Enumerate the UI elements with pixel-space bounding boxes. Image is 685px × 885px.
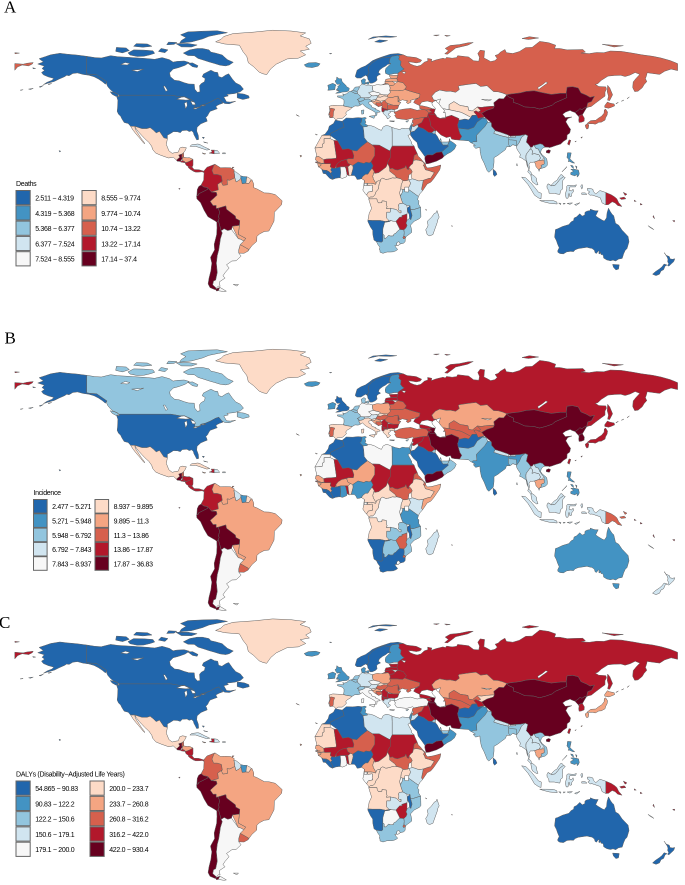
svg-text:17.87 − 36.83: 17.87 − 36.83 [114,561,154,568]
svg-text:17.14 − 37.4: 17.14 − 37.4 [101,257,137,264]
svg-text:5.948 − 6.792: 5.948 − 6.792 [52,533,92,540]
svg-text:7.524 − 8.555: 7.524 − 8.555 [35,257,75,264]
svg-text:2.477 − 5.271: 2.477 − 5.271 [52,504,92,511]
svg-text:200.0 − 233.7: 200.0 − 233.7 [109,786,149,793]
svg-text:316.2 − 422.0: 316.2 − 422.0 [109,832,149,839]
svg-text:90.83 − 122.2: 90.83 − 122.2 [35,801,75,808]
svg-text:5.368 − 6.377: 5.368 − 6.377 [35,226,75,233]
svg-text:2.511 − 4.319: 2.511 − 4.319 [35,196,74,203]
svg-text:6.792 − 7.843: 6.792 − 7.843 [52,547,92,554]
svg-text:Incidence: Incidence [34,490,62,497]
svg-text:6.377 − 7.524: 6.377 − 7.524 [35,241,75,248]
svg-text:9.895 − 11.3: 9.895 − 11.3 [114,519,149,526]
svg-text:13.22 − 17.14: 13.22 − 17.14 [101,241,141,248]
svg-text:179.1 − 200.0: 179.1 − 200.0 [35,847,75,854]
svg-text:8.555 − 9.774: 8.555 − 9.774 [101,196,141,203]
svg-text:9.774 − 10.74: 9.774 − 10.74 [101,211,141,218]
svg-text:B: B [5,329,16,348]
svg-text:Deaths: Deaths [16,181,37,188]
svg-text:5.271 − 5.948: 5.271 − 5.948 [52,519,92,526]
svg-text:11.3 − 13.86: 11.3 − 13.86 [114,533,149,540]
svg-text:422.0 − 930.4: 422.0 − 930.4 [109,847,149,854]
svg-text:10.74 − 13.22: 10.74 − 13.22 [101,226,141,233]
svg-text:13.86 − 17.87: 13.86 − 17.87 [114,547,154,554]
svg-text:150.6 − 179.1: 150.6 − 179.1 [35,832,75,839]
svg-text:8.937 − 9.895: 8.937 − 9.895 [114,504,154,511]
svg-text:7.843 − 8.937: 7.843 − 8.937 [52,561,92,568]
svg-text:DALYs (Disability−Adjusted Lif: DALYs (Disability−Adjusted Life Years) [16,772,125,779]
svg-text:260.8 − 316.2: 260.8 − 316.2 [109,817,149,824]
svg-text:A: A [4,0,17,17]
svg-text:122.2 − 150.6: 122.2 − 150.6 [35,817,75,824]
svg-text:4.319 − 5.368: 4.319 − 5.368 [35,211,75,218]
svg-text:54.865 − 90.83: 54.865 − 90.83 [35,786,78,793]
svg-text:C: C [0,613,10,632]
svg-text:233.7 − 260.8: 233.7 − 260.8 [109,801,149,808]
